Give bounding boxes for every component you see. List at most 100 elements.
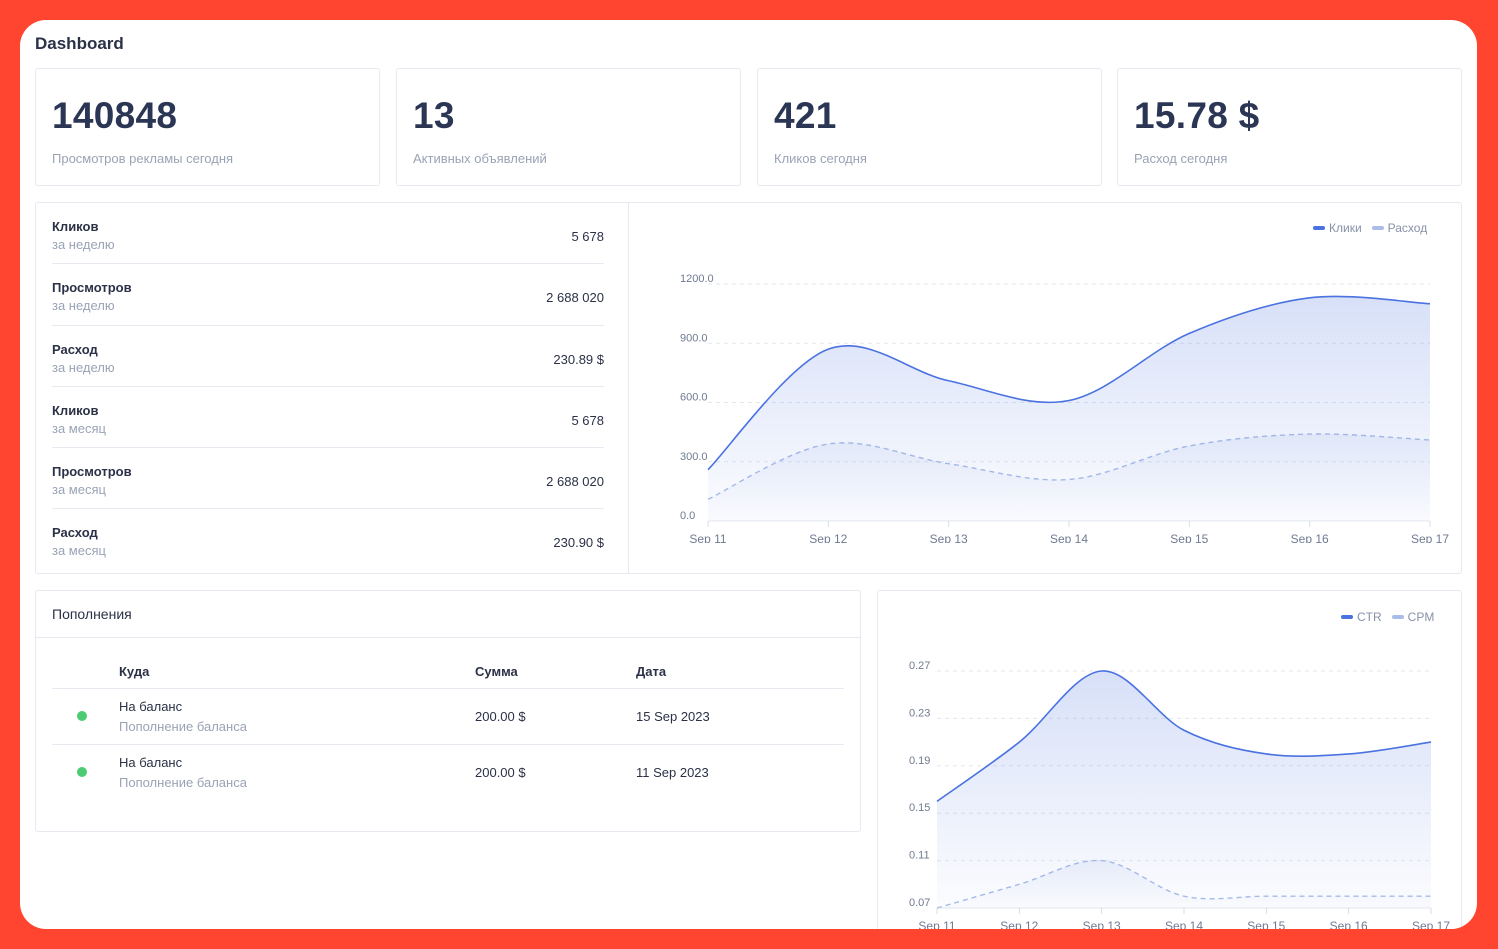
metric-row: Расход за месяц 230.90 $ [52, 509, 604, 570]
x-tick-label: Sep 14 [1165, 919, 1203, 929]
y-tick-label: 1200.0 [680, 273, 714, 285]
row-amount: 200.00 $ [475, 765, 526, 780]
metric-title: Кликов [52, 402, 99, 418]
legend-swatch [1371, 226, 1384, 230]
metric-row: Просмотров за неделю 2 688 020 [52, 264, 604, 326]
row-amount: 200.00 $ [475, 709, 526, 724]
metric-row: Просмотров за месяц 2 688 020 [52, 448, 604, 510]
clicks-spend-chart: 0.0 300.0 600.0 900.0 1200.0 Sep 11 Sep 12 Sep … [680, 273, 1449, 543]
row-subtitle: Пополнение баланса [119, 775, 247, 790]
y-tick-label: 0.27 [909, 660, 930, 672]
legend-label: Расход [1387, 221, 1428, 235]
chart-legend: Клики Расход [1313, 221, 1427, 235]
metric-period: за месяц [52, 543, 106, 559]
metric-period: за неделю [52, 359, 115, 375]
metric-value: 230.89 $ [553, 351, 604, 367]
metric-value: 5 678 [571, 229, 604, 244]
row-title: На баланс [119, 755, 183, 770]
status-dot [77, 767, 87, 777]
topups-title: Пополнения [52, 606, 132, 622]
legend-label: Клики [1329, 221, 1362, 235]
x-tick-label: Sep 13 [930, 532, 968, 543]
column-header-where[interactable]: Куда [119, 664, 150, 679]
page-title: Dashboard [35, 34, 124, 53]
metric-title: Просмотров [52, 280, 132, 296]
x-tick-label: Sep 17 [1412, 919, 1450, 929]
legend-swatch [1341, 615, 1353, 619]
status-dot [77, 711, 87, 721]
x-tick-label: Sep 15 [1170, 532, 1208, 543]
stat-label: Активных объявлений [413, 151, 547, 166]
topups-card: Пополнения Куда Сумма Дата На баланс Поп… [35, 590, 861, 832]
metric-period: за неделю [52, 237, 115, 252]
metric-row: Кликов за месяц 5 678 [52, 387, 604, 449]
legend-label: CPM [1407, 610, 1435, 624]
column-header-amount[interactable]: Сумма [475, 664, 518, 679]
y-tick-label: 0.0 [680, 510, 695, 522]
stat-card-clicks: 421 Кликов сегодня [757, 68, 1102, 186]
stat-label: Кликов сегодня [774, 151, 867, 166]
metrics-list: Кликов за неделю 5 678 Просмотров за нед… [52, 203, 604, 571]
legend-item-ctr[interactable]: CTR [1341, 610, 1382, 624]
metric-period: за неделю [52, 298, 115, 314]
metric-period: за месяц [52, 482, 106, 498]
series-area-primary [708, 296, 1430, 521]
x-tick-label: Sep 16 [1330, 919, 1368, 929]
y-tick-label: 600.0 [680, 392, 708, 404]
legend-item-spend[interactable]: Расход [1371, 221, 1428, 235]
stat-value: 140848 [52, 95, 178, 136]
stat-value: 421 [774, 95, 837, 136]
table-row[interactable]: На баланс Пополнение баланса 200.00 $ 11… [52, 744, 844, 800]
vertical-divider [628, 203, 629, 573]
x-tick-label: Sep 11 [918, 919, 955, 929]
metric-value: 230.90 $ [553, 535, 604, 551]
legend-item-clicks[interactable]: Клики [1313, 221, 1362, 235]
y-tick-label: 900.0 [680, 332, 708, 344]
row-title: На баланс [119, 699, 183, 714]
y-tick-label: 0.07 [909, 897, 930, 909]
metric-row: Расход за неделю 230.89 $ [52, 326, 604, 387]
legend-swatch [1313, 226, 1325, 230]
legend-swatch [1391, 615, 1404, 619]
y-tick-label: 300.0 [680, 451, 708, 463]
ctr-cpm-chart-card: CTR CPM 0.07 0.11 0.15 0.19 0.23 0.27 Sep 11 Se… [877, 590, 1462, 929]
metric-period: за месяц [52, 420, 106, 436]
x-tick-label: Sep 13 [1083, 919, 1121, 929]
stat-card-active-ads: 13 Активных объявлений [396, 68, 741, 186]
y-tick-label: 0.23 [909, 707, 930, 719]
x-tick-label: Sep 16 [1291, 532, 1329, 543]
stat-card-spend: 15.78 $ Расход сегодня [1117, 68, 1462, 186]
x-tick-label: Sep 17 [1411, 532, 1449, 543]
ctr-cpm-chart: 0.07 0.11 0.15 0.19 0.23 0.27 Sep 11 Sep 12 Sep … [909, 660, 1450, 929]
metric-row: Кликов за неделю 5 678 [52, 203, 604, 265]
metrics-chart-card: Кликов за неделю 5 678 Просмотров за нед… [35, 202, 1462, 574]
y-tick-label: 0.15 [909, 802, 930, 814]
metric-title: Просмотров [52, 464, 132, 480]
stat-label: Расход сегодня [1134, 151, 1228, 166]
x-tick-label: Sep 12 [1000, 919, 1038, 929]
stat-card-views: 140848 Просмотров рекламы сегодня [35, 68, 380, 186]
table-row[interactable]: На баланс Пополнение баланса 200.00 $ 15… [52, 688, 844, 744]
app-frame: Dashboard 140848 Просмотров рекламы сего… [20, 20, 1477, 929]
series-line-primary[interactable] [936, 670, 1432, 802]
stat-value: 15.78 $ [1134, 95, 1260, 136]
stat-label: Просмотров рекламы сегодня [52, 151, 234, 166]
x-tick-label: Sep 11 [689, 532, 726, 543]
row-date: 11 Sep 2023 [636, 765, 709, 780]
chart-legend: CTR CPM [1341, 610, 1434, 624]
x-tick-label: Sep 15 [1247, 919, 1285, 929]
series-line-primary[interactable] [707, 295, 1431, 471]
column-header-date[interactable]: Дата [636, 664, 667, 679]
metric-value: 2 688 020 [546, 290, 604, 306]
metric-title: Расход [52, 525, 98, 541]
series-area-primary [937, 670, 1431, 908]
metric-title: Расход [52, 341, 98, 357]
metric-value: 2 688 020 [546, 474, 604, 490]
legend-item-cpm[interactable]: CPM [1391, 610, 1435, 624]
topups-header: Пополнения [36, 591, 860, 638]
x-tick-label: Sep 14 [1050, 532, 1088, 543]
row-subtitle: Пополнение баланса [119, 719, 247, 734]
metric-value: 5 678 [571, 412, 604, 428]
y-tick-label: 0.11 [909, 850, 930, 862]
stat-value: 13 [413, 95, 455, 136]
